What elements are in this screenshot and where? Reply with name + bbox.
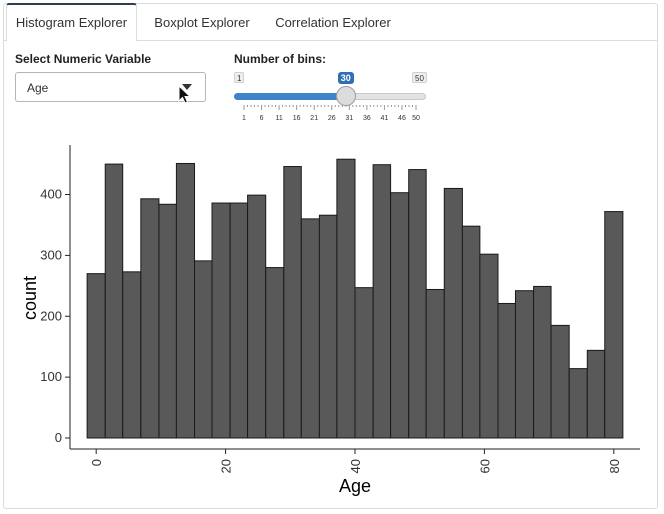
slider-tick-label: 11 [275, 115, 282, 122]
histogram-bar [140, 198, 160, 439]
x-tick-label: 40 [348, 459, 363, 473]
chevron-down-icon [182, 84, 192, 90]
slider-tick-label: 6 [260, 115, 264, 122]
tab-correlation-explorer[interactable]: Correlation Explorer [275, 15, 391, 30]
slider-tick-label: 1 [242, 115, 246, 122]
x-tick-label: 0 [89, 459, 104, 466]
slider-value-label: 30 [337, 72, 354, 84]
variable-select[interactable]: Age [15, 72, 206, 102]
y-axis-label: count [20, 276, 40, 320]
histogram-bar [229, 202, 249, 439]
y-tick-label: 200 [40, 308, 62, 323]
histogram-bar [158, 203, 177, 439]
histogram-bar [86, 273, 106, 439]
slider-tick-label: 41 [381, 115, 389, 122]
histogram-bar [283, 166, 302, 439]
histogram-bar [479, 253, 499, 439]
histogram-bar [425, 288, 445, 439]
x-tick-label: 60 [477, 459, 492, 473]
histogram-bar [211, 202, 231, 439]
tab-histogram-explorer[interactable]: Histogram Explorer [6, 3, 137, 42]
histogram-bar [300, 218, 320, 439]
histogram-bar [175, 162, 196, 439]
histogram-bar [568, 368, 588, 439]
slider-tick-label: 50 [412, 115, 420, 122]
slider-tick-label: 26 [328, 115, 336, 122]
histogram-bar [497, 302, 516, 439]
bars-group [86, 158, 624, 439]
histogram-bar [550, 324, 570, 439]
histogram-bar [604, 211, 624, 439]
histogram-bar [586, 349, 606, 439]
histogram-bar [461, 225, 481, 439]
histogram-bar [408, 169, 427, 439]
histogram-bar [318, 214, 338, 439]
y-tick-label: 300 [40, 247, 62, 262]
slider-tick-label: 16 [293, 115, 301, 122]
histogram-bar [390, 192, 410, 439]
slider-tick-label: 36 [363, 115, 371, 122]
slider-tick-label: 31 [345, 115, 353, 122]
histogram-bar [104, 163, 124, 439]
x-tick-label: 80 [607, 459, 622, 473]
histogram-bar [354, 287, 374, 439]
histogram-bar [194, 260, 213, 439]
variable-select-value: Age [27, 81, 49, 95]
y-tick-label: 400 [40, 187, 62, 202]
histogram-bar [514, 290, 535, 439]
histogram-bar [265, 267, 285, 439]
histogram-bar [533, 285, 552, 439]
histogram-bar [443, 187, 463, 439]
y-tick-label: 0 [55, 430, 62, 445]
slider-ticks: 1 6 11 16 21 26 31 36 41 46 50 [242, 105, 420, 122]
slider-min-label: 1 [234, 72, 245, 83]
variable-select-label: Select Numeric Variable [15, 52, 152, 66]
histogram-bar [336, 158, 356, 439]
slider-max-label: 50 [412, 72, 427, 83]
histogram-bar [372, 164, 392, 439]
histogram-bar [247, 194, 267, 439]
tab-boxplot-explorer[interactable]: Boxplot Explorer [154, 15, 250, 30]
slider-tick-label: 21 [310, 115, 318, 122]
tab-bar: Histogram Explorer Boxplot Explorer Corr… [3, 3, 658, 42]
x-ticks: 0 20 40 60 80 [89, 449, 622, 473]
y-ticks: 0 100 200 300 400 [40, 187, 70, 445]
slider-tick-label: 46 [398, 115, 406, 122]
x-axis-label: Age [339, 476, 371, 496]
y-tick-label: 100 [40, 369, 62, 384]
bins-slider-label: Number of bins: [234, 52, 326, 66]
histogram-bar [122, 271, 142, 439]
mouse-pointer-icon [178, 85, 192, 104]
x-tick-label: 20 [219, 459, 234, 473]
slider-fill [234, 93, 346, 100]
